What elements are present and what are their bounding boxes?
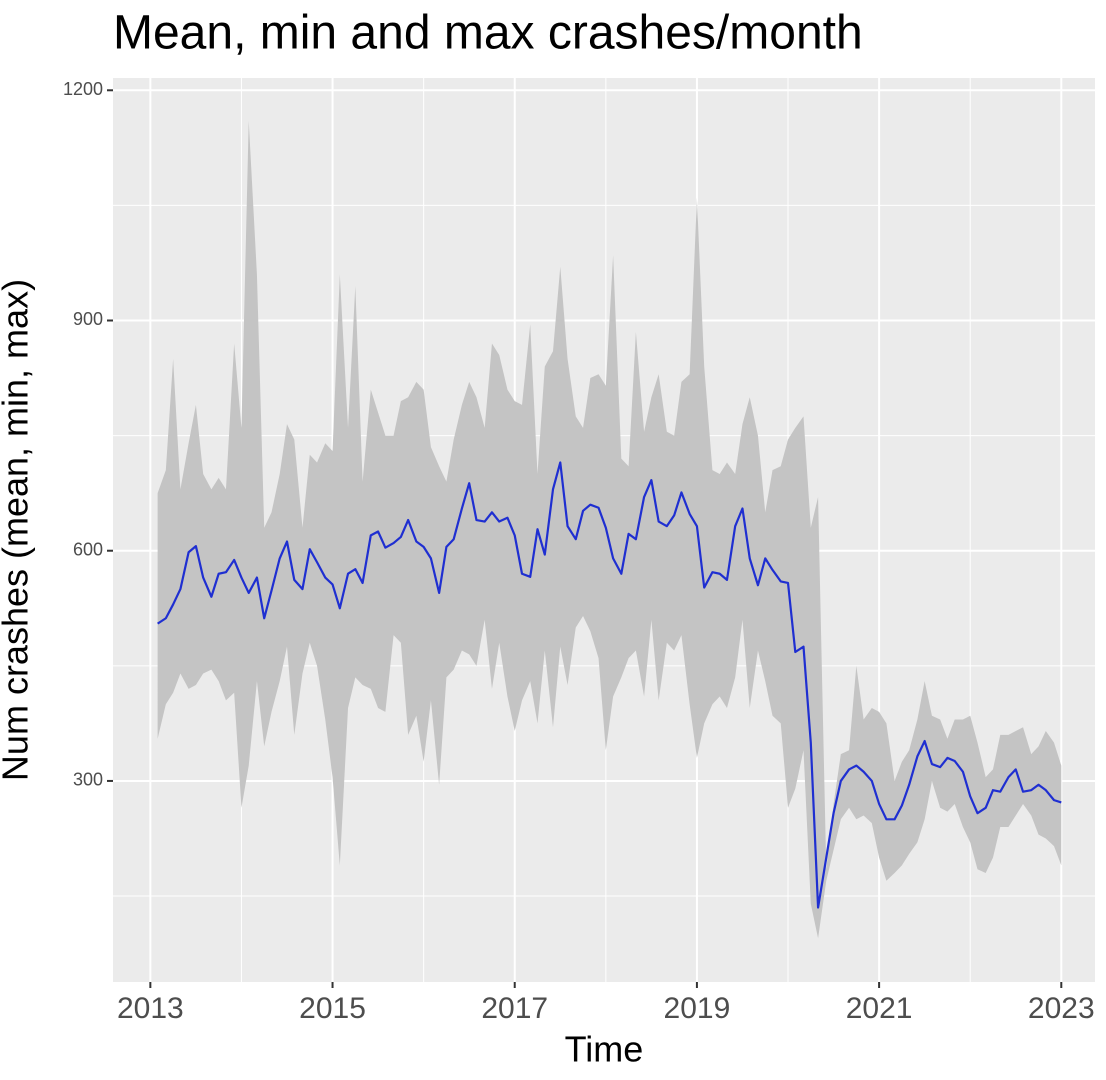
x-tick-label: 2019 [664, 992, 731, 1025]
x-tick-label: 2023 [1028, 992, 1095, 1025]
chart-title: Mean, min and max crashes/month [113, 7, 863, 60]
y-tick-label: 600 [73, 539, 103, 559]
x-axis-label: Time [565, 1029, 644, 1070]
y-axis-label: Num crashes (mean, min, max) [0, 279, 36, 781]
x-tick-label: 2015 [299, 992, 366, 1025]
x-tick-label: 2017 [481, 992, 548, 1025]
mean-line [157, 461, 1062, 909]
min-max-ribbon [157, 120, 1062, 939]
y-tick-label: 300 [73, 770, 103, 790]
x-tick-label: 2021 [846, 992, 913, 1025]
y-tick-label: 900 [73, 309, 103, 329]
x-tick-label: 2013 [117, 992, 184, 1025]
y-tick-label: 1200 [63, 79, 103, 99]
